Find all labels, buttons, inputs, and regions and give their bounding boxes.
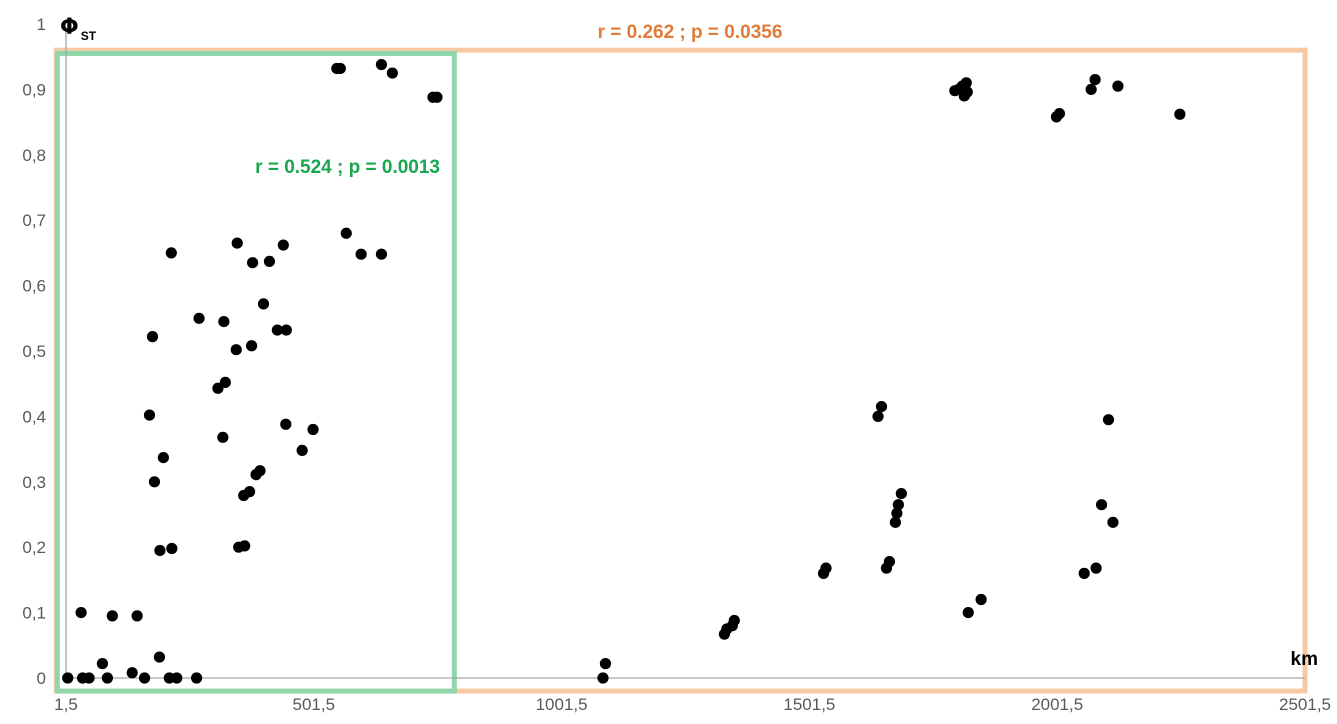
- data-point: [296, 444, 308, 457]
- data-point: [154, 544, 166, 557]
- data-point: [230, 344, 242, 356]
- data-point: [892, 499, 904, 511]
- data-point: [218, 315, 230, 328]
- overall-correlation-label: r = 0.262 ; p = 0.0356: [598, 22, 783, 43]
- y-axis-label: Φ ST: [60, 15, 97, 43]
- local-correlation-box: [54, 50, 457, 694]
- data-point: [254, 465, 266, 477]
- data-point: [190, 672, 203, 684]
- data-point: [83, 672, 95, 684]
- data-point: [1107, 516, 1119, 528]
- data-point: [277, 239, 289, 251]
- x-tick-label: 1,5: [54, 695, 78, 714]
- data-point: [193, 312, 205, 324]
- data-point: [171, 672, 183, 684]
- data-point: [244, 486, 256, 498]
- data-point: [386, 67, 398, 79]
- data-point: [106, 610, 118, 622]
- x-tick-label: 501,5: [293, 695, 336, 714]
- data-point: [891, 507, 903, 519]
- data-point: [1085, 83, 1097, 95]
- data-point: [271, 324, 283, 336]
- data-point: [75, 607, 87, 619]
- data-point: [1174, 108, 1186, 120]
- data-point: [1053, 107, 1066, 120]
- data-point: [334, 62, 346, 75]
- data-point: [307, 423, 319, 436]
- data-point: [217, 431, 229, 443]
- data-point: [975, 593, 987, 606]
- data-point: [62, 672, 74, 684]
- data-point: [1090, 562, 1102, 574]
- data-point: [872, 410, 884, 422]
- y-tick-label: 0,9: [22, 80, 46, 99]
- x-axis-label: km: [1291, 649, 1318, 670]
- data-point: [599, 658, 612, 670]
- data-point: [239, 540, 251, 552]
- data-point: [246, 257, 259, 269]
- y-tick-label: 0,8: [22, 146, 46, 165]
- data-point: [340, 227, 352, 239]
- overall-correlation-box: [53, 47, 1308, 694]
- y-tick-label: 0,5: [22, 342, 46, 361]
- data-point: [1078, 567, 1090, 579]
- data-point: [143, 409, 156, 421]
- y-tick-label: 0,6: [22, 277, 46, 296]
- data-point: [820, 562, 832, 574]
- data-point: [375, 58, 388, 71]
- data-point: [889, 516, 901, 528]
- data-point: [280, 418, 292, 430]
- data-point: [257, 298, 270, 310]
- x-tick-label: 2501,5: [1279, 695, 1331, 714]
- data-point: [263, 255, 276, 268]
- x-tick-label: 1501,5: [783, 695, 835, 714]
- data-point: [148, 476, 161, 488]
- data-point: [219, 376, 231, 388]
- local-correlation-label: r = 0.524 ; p = 0.0013: [255, 157, 440, 178]
- data-point: [231, 237, 243, 249]
- x-tick-label: 1001,5: [536, 695, 588, 714]
- data-point: [375, 248, 388, 260]
- data-point: [280, 324, 292, 336]
- y-tick-label: 0: [37, 669, 46, 688]
- data-point: [96, 658, 109, 670]
- y-tick-label: 0,7: [22, 211, 46, 230]
- data-point: [138, 672, 151, 684]
- data-point: [166, 542, 178, 555]
- data-point: [1112, 80, 1124, 92]
- data-point: [875, 400, 888, 413]
- y-tick-label: 0,1: [22, 604, 46, 623]
- y-tick-label: 0,4: [22, 407, 46, 426]
- y-tick-label: 0,3: [22, 473, 46, 492]
- data-point: [146, 331, 159, 343]
- data-point: [157, 452, 169, 464]
- data-point: [165, 247, 177, 259]
- data-point: [960, 77, 972, 89]
- data-point: [153, 651, 166, 663]
- x-tick-label: 2001,5: [1031, 695, 1083, 714]
- data-point: [961, 86, 973, 98]
- data-point: [883, 555, 896, 568]
- data-point: [1095, 499, 1108, 511]
- data-point: [131, 610, 143, 622]
- data-point: [101, 672, 113, 684]
- data-point: [246, 340, 258, 352]
- data-point: [431, 91, 443, 103]
- data-point: [355, 248, 367, 260]
- data-point: [597, 672, 609, 684]
- data-point: [1089, 73, 1101, 86]
- data-point: [962, 607, 974, 619]
- data-point: [126, 667, 138, 679]
- y-tick-label: 0,2: [22, 538, 46, 557]
- y-tick-label: 1: [37, 15, 46, 34]
- data-point: [895, 487, 907, 500]
- data-point: [728, 614, 740, 627]
- data-point: [1102, 414, 1115, 426]
